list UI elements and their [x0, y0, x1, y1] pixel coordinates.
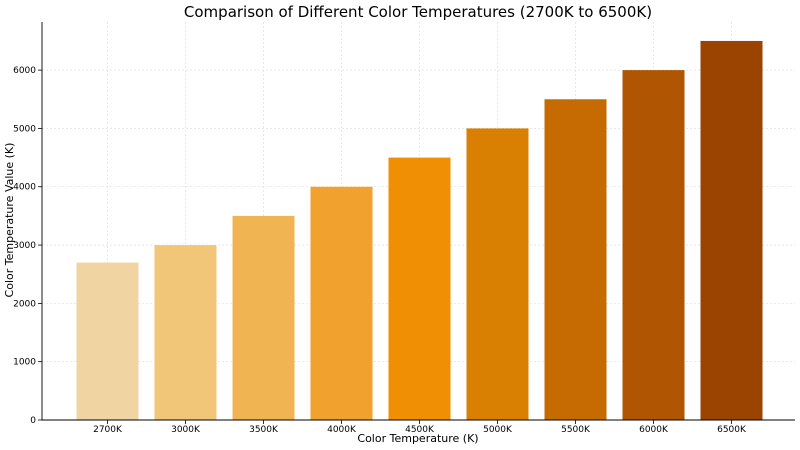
- bar-5000k: [466, 128, 529, 420]
- x-tick-label: 4000K: [327, 425, 357, 435]
- bar-6500k: [700, 40, 763, 420]
- y-axis-ticks: 0 1000 2000 3000 4000 5000 6000: [13, 66, 42, 426]
- bars: [76, 40, 763, 421]
- x-tick-label: 2700K: [93, 425, 123, 435]
- y-axis-label: Color Temperature Value (K): [3, 143, 16, 298]
- x-tick-label: 6000K: [639, 425, 669, 435]
- x-tick-label: 5500K: [561, 425, 591, 435]
- y-tick-label: 2000: [13, 299, 36, 309]
- axes: [41, 22, 795, 421]
- y-tick-label: 1000: [13, 358, 36, 368]
- bar-2700k: [76, 262, 139, 420]
- x-axis-label: Color Temperature (K): [357, 432, 478, 445]
- bar-4000k: [310, 186, 373, 420]
- x-tick-label: 6500K: [717, 425, 747, 435]
- bar-6000k: [622, 70, 685, 420]
- y-tick-label: 0: [30, 416, 36, 426]
- bar-3000k: [154, 245, 217, 420]
- bar-4500k: [388, 157, 451, 421]
- x-axis-ticks: 2700K 3000K 3500K 4000K 4500K 5000K 5500K 6000K…: [93, 420, 747, 435]
- y-tick-label: 6000: [13, 66, 36, 76]
- bar-5500k: [544, 99, 607, 421]
- x-tick-label: 5000K: [483, 425, 513, 435]
- chart-title: Comparison of Different Color Temperatur…: [184, 3, 652, 21]
- x-tick-label: 3000K: [171, 425, 201, 435]
- x-tick-label: 3500K: [249, 425, 279, 435]
- y-tick-label: 3000: [13, 241, 36, 251]
- bar-3500k: [232, 215, 295, 420]
- x-tick-label: 4500K: [405, 425, 435, 435]
- y-tick-label: 4000: [13, 183, 36, 193]
- y-tick-label: 5000: [13, 124, 36, 134]
